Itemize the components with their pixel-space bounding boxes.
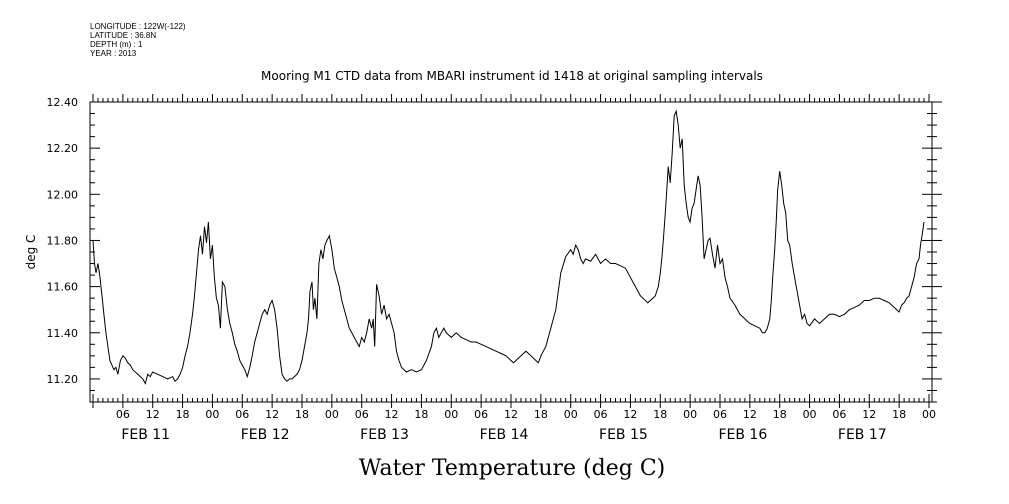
x-day-label: FEB 17 — [838, 427, 887, 443]
y-axis-label: deg C — [24, 235, 38, 270]
x-hour-label: 00 — [205, 408, 219, 421]
x-day-label: FEB 14 — [480, 427, 529, 443]
x-day-label: FEB 13 — [360, 427, 409, 443]
x-hour-label: 06 — [474, 408, 488, 421]
y-tick-label: 11.40 — [47, 327, 79, 340]
y-tick-label: 11.80 — [47, 234, 79, 247]
water-temperature-line — [92, 109, 925, 385]
x-hour-label: 18 — [414, 408, 428, 421]
y-tick-label: 12.20 — [47, 142, 79, 155]
x-day-label: FEB 11 — [121, 427, 170, 443]
x-day-label: FEB 16 — [718, 427, 767, 443]
x-day-label: FEB 15 — [599, 427, 648, 443]
x-hour-label: 12 — [146, 408, 160, 421]
x-hour-label: 12 — [265, 408, 279, 421]
x-hour-label: 12 — [862, 408, 876, 421]
x-hour-label: 06 — [594, 408, 608, 421]
y-axes: 11.20 11.40 11.60 11.80 12.00 12.20 12.40 — [47, 96, 942, 403]
x-axes: 06 12 18 00 06 12 18 00 06 12 18 00 06 12 18 00 06 12 18 00… — [92, 94, 936, 443]
x-hour-label: 18 — [295, 408, 309, 421]
x-hour-label: 18 — [653, 408, 667, 421]
x-hour-label: 12 — [504, 408, 518, 421]
x-hour-label: 06 — [116, 408, 130, 421]
y-tick-label: 12.40 — [47, 96, 79, 109]
x-day-label: FEB 12 — [241, 427, 290, 443]
y-tick-label: 11.20 — [47, 373, 79, 386]
x-hour-label: 00 — [683, 408, 697, 421]
x-hour-label: 18 — [773, 408, 787, 421]
x-hour-label: 06 — [713, 408, 727, 421]
depth-text: DEPTH (m) : 1 — [90, 40, 143, 49]
year-text: YEAR : 2013 — [90, 49, 137, 58]
y-tick-label: 12.00 — [47, 188, 79, 201]
x-axis-label: Water Temperature (deg C) — [359, 456, 666, 481]
plot-frame — [89, 101, 933, 403]
x-hour-label: 00 — [444, 408, 458, 421]
x-hour-label: 00 — [803, 408, 817, 421]
latitude-text: LATITUDE : 36.8N — [90, 31, 157, 40]
x-hour-label: 06 — [235, 408, 249, 421]
x-hour-label: 12 — [623, 408, 637, 421]
x-hour-label: 06 — [832, 408, 846, 421]
x-hour-label: 18 — [534, 408, 548, 421]
x-hour-label: 06 — [355, 408, 369, 421]
x-hour-label: 12 — [385, 408, 399, 421]
x-hour-label: 00 — [325, 408, 339, 421]
x-hour-label: 00 — [564, 408, 578, 421]
x-hour-label: 12 — [743, 408, 757, 421]
x-hour-label: 18 — [176, 408, 190, 421]
x-hour-label: 18 — [892, 408, 906, 421]
y-tick-label: 11.60 — [47, 281, 79, 294]
longitude-text: LONGITUDE : 122W(-122) — [90, 22, 186, 31]
x-hour-label: 00 — [922, 408, 936, 421]
metadata-block: LONGITUDE : 122W(-122) LATITUDE : 36.8N … — [90, 22, 186, 58]
chart-title: Mooring M1 CTD data from MBARI instrumen… — [261, 69, 763, 83]
